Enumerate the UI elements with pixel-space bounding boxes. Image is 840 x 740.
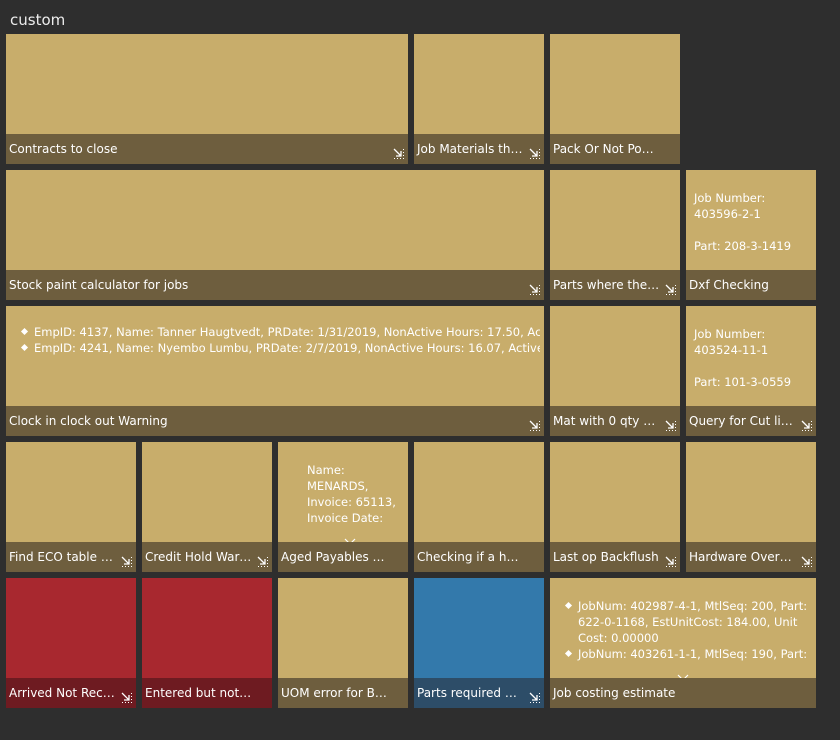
expand-icon[interactable] — [529, 284, 541, 296]
tile-label: Pack Or Not Populat... — [550, 134, 680, 164]
list-item: JobNum: 402987-4-1, MtlSeq: 200, Part: 6… — [564, 598, 812, 646]
tile-content: EmpID: 4137, Name: Tanner Haugtvedt, PRD… — [6, 306, 544, 406]
expand-icon[interactable] — [801, 420, 813, 432]
tile-label: Stock paint calculator for jobs — [6, 270, 544, 300]
text-line: Part: 101-3-0559 — [694, 375, 792, 389]
chevron-down-icon[interactable] — [344, 533, 356, 545]
tile-credit-hold[interactable]: Credit Hold Warning... — [142, 442, 272, 572]
text-line: Name: — [307, 463, 345, 477]
tile-entered-not-approved[interactable]: Entered but not app... — [142, 578, 272, 708]
tile-label: UOM error for BAQ... — [278, 678, 408, 708]
text-line: 403524-11-1 — [694, 343, 769, 357]
tile-parts-seq[interactable]: Parts where the seq... — [550, 170, 680, 300]
tile-label: Clock in clock out Warning — [6, 406, 544, 436]
tile-label: Entered but not app... — [142, 678, 272, 708]
expand-icon[interactable] — [257, 556, 269, 568]
tile-stock-paint[interactable]: Stock paint calculator for jobs — [6, 170, 544, 300]
text-line: Job Number: — [694, 327, 766, 341]
tile-job-costing[interactable]: JobNum: 402987-4-1, MtlSeq: 200, Part: 6… — [550, 578, 816, 708]
tile-content: Job Number: 403596-2-1 Part: 208-3-1419 — [686, 170, 816, 270]
tile-content: JobNum: 402987-4-1, MtlSeq: 200, Part: 6… — [550, 578, 816, 681]
tile-label: Arrived Not Recieved — [6, 678, 136, 708]
tile-label: Query for Cut list BA... — [686, 406, 816, 436]
tile-label: Parts required on jo... — [414, 678, 544, 708]
text-line: Invoice Date: — [307, 511, 384, 525]
expand-icon[interactable] — [529, 420, 541, 432]
tile-label: Contracts to close — [6, 134, 408, 164]
expand-icon[interactable] — [801, 556, 813, 568]
tile-label: Dxf Checking — [686, 270, 816, 300]
expand-icon[interactable] — [121, 692, 133, 704]
bullet-list: EmpID: 4137, Name: Tanner Haugtvedt, PRD… — [6, 306, 544, 356]
expand-icon[interactable] — [529, 692, 541, 704]
tile-label: Last op Backflush — [550, 542, 680, 572]
tile-content: Name: MENARDS, Invoice: 65113, Invoice D… — [278, 442, 408, 545]
tile-content: Job Number: 403524-11-1 Part: 101-3-0559 — [686, 306, 816, 406]
tile-last-op-backflush[interactable]: Last op Backflush — [550, 442, 680, 572]
tile-aged-payables[interactable]: Name: MENARDS, Invoice: 65113, Invoice D… — [278, 442, 408, 572]
tile-label: Mat with 0 qty on job — [550, 406, 680, 436]
list-item: EmpID: 4137, Name: Tanner Haugtvedt, PRD… — [20, 324, 540, 340]
text-line: MENARDS, — [307, 479, 369, 493]
text-line — [694, 358, 808, 374]
expand-icon[interactable] — [665, 556, 677, 568]
tile-contracts-to-close[interactable]: Contracts to close — [6, 34, 408, 164]
text-line: 403596-2-1 — [694, 207, 761, 221]
tile-dxf-checking[interactable]: Job Number: 403596-2-1 Part: 208-3-1419 … — [686, 170, 816, 300]
tile-uom-error[interactable]: UOM error for BAQ... — [278, 578, 408, 708]
text-line: Job Number: — [694, 191, 766, 205]
expand-icon[interactable] — [393, 148, 405, 160]
tile-label: Job costing estimate — [550, 678, 816, 708]
expand-icon[interactable] — [529, 148, 541, 160]
tile-label: Parts where the seq... — [550, 270, 680, 300]
list-item: EmpID: 4241, Name: Nyembo Lumbu, PRDate:… — [20, 340, 540, 356]
tile-label: Job Materials that n... — [414, 134, 544, 164]
tile-pack-or-not[interactable]: Pack Or Not Populat... — [550, 34, 680, 164]
group-title: custom — [10, 11, 66, 29]
expand-icon[interactable] — [665, 284, 677, 296]
tile-arrived-not-recieved[interactable]: Arrived Not Recieved — [6, 578, 136, 708]
tile-label: Checking if a heat lo... — [414, 542, 544, 572]
tile-label: Hardware Overage... — [686, 542, 816, 572]
tile-clock-warning[interactable]: EmpID: 4137, Name: Tanner Haugtvedt, PRD… — [6, 306, 544, 436]
tile-hardware-overage[interactable]: Hardware Overage... — [686, 442, 816, 572]
list-item: JobNum: 403261-1-1, MtlSeq: 190, Part: — [564, 646, 812, 662]
tile-parts-required[interactable]: Parts required on jo... — [414, 578, 544, 708]
tile-heat-lot[interactable]: Checking if a heat lo... — [414, 442, 544, 572]
text-line: Part: 208-3-1419 — [694, 239, 792, 253]
tile-label: Credit Hold Warning... — [142, 542, 272, 572]
text-line: Invoice: 65113, — [307, 495, 396, 509]
bullet-list: JobNum: 402987-4-1, MtlSeq: 200, Part: 6… — [550, 578, 816, 662]
tile-job-materials[interactable]: Job Materials that n... — [414, 34, 544, 164]
tile-eco-table[interactable]: Find ECO table parts... — [6, 442, 136, 572]
chevron-down-icon[interactable] — [677, 669, 689, 681]
expand-icon[interactable] — [121, 556, 133, 568]
tile-label: Aged Payables Dash... — [278, 542, 408, 572]
tile-cut-list[interactable]: Job Number: 403524-11-1 Part: 101-3-0559… — [686, 306, 816, 436]
tile-mat-zero-qty[interactable]: Mat with 0 qty on job — [550, 306, 680, 436]
expand-icon[interactable] — [665, 420, 677, 432]
text-line — [694, 222, 808, 238]
tile-label: Find ECO table parts... — [6, 542, 136, 572]
